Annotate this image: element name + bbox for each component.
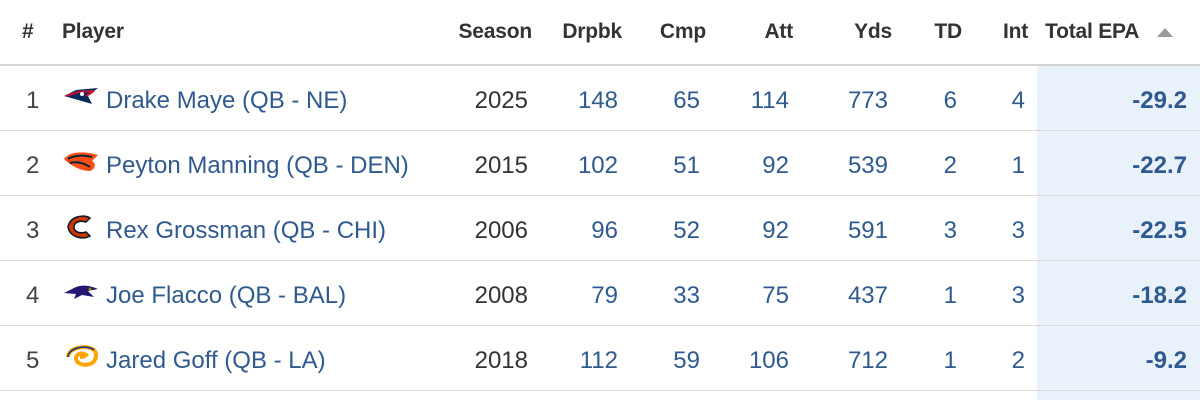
col-header-player[interactable]: Player [62,20,124,43]
rank-cell: 3 [26,217,40,244]
col-header-int[interactable]: Int [1002,20,1028,43]
int-cell[interactable]: 1 [1011,152,1025,179]
table-row: 4 Joe Flacco (QB - BAL) 2008 79 33 75 43… [0,261,1200,326]
drpbk-cell[interactable]: 79 [591,282,618,309]
player-link[interactable]: Joe Flacco (QB - BAL) [106,282,347,309]
season-cell: 2025 [474,87,528,114]
rank-cell: 2 [26,152,40,179]
season-cell: 2006 [474,217,528,244]
player-link[interactable]: Rex Grossman (QB - CHI) [106,217,387,244]
table-header: # Player Season Drpbk Cmp Att Yds TD Int… [0,0,1200,66]
cmp-cell[interactable]: 51 [673,152,700,179]
col-header-rank[interactable]: # [22,20,34,43]
table-row: 3 Rex Grossman (QB - CHI) 2006 96 52 92 … [0,196,1200,261]
table-row: 2 Peyton Manning (QB - DEN) 2015 102 51 … [0,131,1200,196]
cmp-cell[interactable]: 33 [673,282,700,309]
drpbk-cell[interactable]: 148 [577,87,618,114]
col-header-td[interactable]: TD [934,20,962,43]
drpbk-cell[interactable]: 102 [577,152,618,179]
yds-cell[interactable]: 712 [847,347,888,374]
cmp-cell[interactable]: 59 [673,347,700,374]
season-cell: 2015 [474,152,528,179]
broncos-logo-icon [62,147,100,177]
epa-cell: -22.7 [1132,152,1187,179]
yds-cell[interactable]: 437 [847,282,888,309]
int-cell[interactable]: 3 [1011,217,1025,244]
col-header-total-epa[interactable]: Total EPA [1045,20,1140,43]
epa-cell: -29.2 [1132,87,1187,114]
att-cell[interactable]: 92 [762,217,789,244]
rank-cell: 4 [26,282,40,309]
att-cell[interactable]: 75 [762,282,789,309]
yds-cell[interactable]: 591 [847,217,888,244]
ravens-logo-icon [62,277,100,307]
table-row: 5 Jared Goff (QB - LA) 2018 112 59 106 7… [0,326,1200,391]
rank-cell: 1 [26,87,40,114]
td-cell[interactable]: 1 [943,347,957,374]
bears-logo-icon [62,212,100,242]
att-cell[interactable]: 106 [748,347,789,374]
int-cell[interactable]: 3 [1011,282,1025,309]
season-cell: 2018 [474,347,528,374]
player-link[interactable]: Peyton Manning (QB - DEN) [106,152,409,179]
drpbk-cell[interactable]: 112 [579,347,618,374]
cmp-cell[interactable]: 65 [673,87,700,114]
att-cell[interactable]: 92 [762,152,789,179]
cmp-cell[interactable]: 52 [673,217,700,244]
att-cell[interactable]: 114 [750,87,789,114]
int-cell[interactable]: 2 [1011,347,1025,374]
player-link[interactable]: Drake Maye (QB - NE) [106,87,348,114]
patriots-logo-icon [62,82,100,112]
col-header-drpbk[interactable]: Drpbk [562,20,622,43]
rams-logo-icon [62,342,100,372]
td-cell[interactable]: 1 [943,282,957,309]
epa-cell: -18.2 [1132,282,1187,309]
yds-cell[interactable]: 773 [847,87,888,114]
col-header-season[interactable]: Season [458,20,533,43]
col-header-att[interactable]: Att [764,20,793,43]
yds-cell[interactable]: 539 [847,152,888,179]
td-cell[interactable]: 2 [943,152,957,179]
table-row: 1 Drake Maye (QB - NE) 2025 148 65 114 7… [0,66,1200,131]
col-header-yds[interactable]: Yds [854,20,892,43]
epa-cell: -9.2 [1145,347,1187,374]
td-cell[interactable]: 6 [943,87,957,114]
int-cell[interactable]: 4 [1011,87,1025,114]
sorted-column-highlight [1037,66,1200,400]
drpbk-cell[interactable]: 96 [591,217,618,244]
sort-ascending-icon[interactable] [1157,28,1173,37]
season-cell: 2008 [474,282,528,309]
col-header-cmp[interactable]: Cmp [659,20,706,43]
player-link[interactable]: Jared Goff (QB - LA) [106,347,326,374]
rank-cell: 5 [26,347,40,374]
td-cell[interactable]: 3 [943,217,957,244]
epa-cell: -22.5 [1132,217,1187,244]
